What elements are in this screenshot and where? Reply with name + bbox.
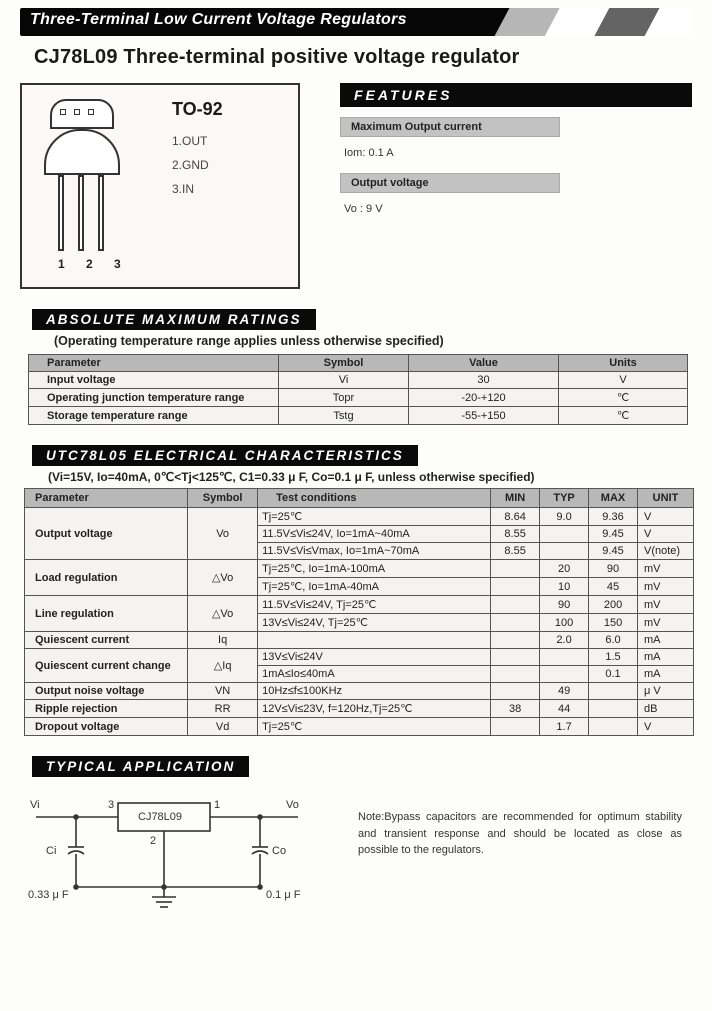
- elec-note: (Vi=15V, Io=40mA, 0℃<Tj<125℃, C1=0.33 μ …: [48, 470, 692, 484]
- lbl-p2: 2: [150, 835, 156, 847]
- feature-label-0: Maximum Output current: [340, 117, 560, 137]
- lbl-ci: Ci: [46, 845, 56, 857]
- application-circuit: Vi Vo 3 1 2 CJ78L09 Ci Co 0.33 μ F 0.1 μ…: [28, 787, 328, 917]
- pin-3: 3.IN: [172, 182, 223, 196]
- absmax-note: (Operating temperature range applies unl…: [54, 334, 692, 348]
- lbl-vi: Vi: [30, 799, 40, 811]
- col-symbol: Symbol: [279, 355, 409, 372]
- banner-text: Three-Terminal Low Current Voltage Regul…: [30, 11, 407, 29]
- application-note: Note:Bypass capacitors are recommended f…: [358, 787, 692, 917]
- lbl-vo: Vo: [286, 799, 299, 811]
- lbl-p1: 1: [214, 799, 220, 811]
- package-diagram: 1 2 3 TO-92 1.OUT 2.GND 3.IN: [20, 83, 300, 289]
- lbl-co: Co: [272, 845, 286, 857]
- lbl-p3: 3: [108, 799, 114, 811]
- page-title: CJ78L09 Three-terminal positive voltage …: [34, 46, 682, 69]
- elec-table: Parameter Symbol Test conditions MIN TYP…: [24, 488, 694, 736]
- absmax-heading: ABSOLUTE MAXIMUM RATINGS: [32, 309, 316, 330]
- col-value: Value: [409, 355, 559, 372]
- lbl-cival: 0.33 μ F: [28, 889, 69, 901]
- package-name: TO-92: [172, 99, 223, 120]
- header-banner: Three-Terminal Low Current Voltage Regul…: [20, 8, 692, 36]
- features-heading: FEATURES: [340, 83, 692, 107]
- features-block: FEATURES Maximum Output current Iom: 0.1…: [340, 83, 692, 289]
- feature-value-1: Vo : 9 V: [344, 203, 688, 215]
- absmax-table: Parameter Symbol Value Units Input volta…: [28, 354, 688, 425]
- pin-1: 1.OUT: [172, 134, 223, 148]
- feature-label-1: Output voltage: [340, 173, 560, 193]
- lbl-coval: 0.1 μ F: [266, 889, 300, 901]
- feature-value-0: Iom: 0.1 A: [344, 147, 688, 159]
- pin-2: 2.GND: [172, 158, 223, 172]
- col-param: Parameter: [29, 355, 279, 372]
- pin-numbers: 1 2 3: [58, 257, 130, 271]
- lbl-ic: CJ78L09: [138, 811, 182, 823]
- elec-heading: UTC78L05 ELECTRICAL CHARACTERISTICS: [32, 445, 418, 466]
- col-units: Units: [559, 355, 688, 372]
- banner-decor: [432, 8, 692, 36]
- typical-heading: TYPICAL APPLICATION: [32, 756, 249, 777]
